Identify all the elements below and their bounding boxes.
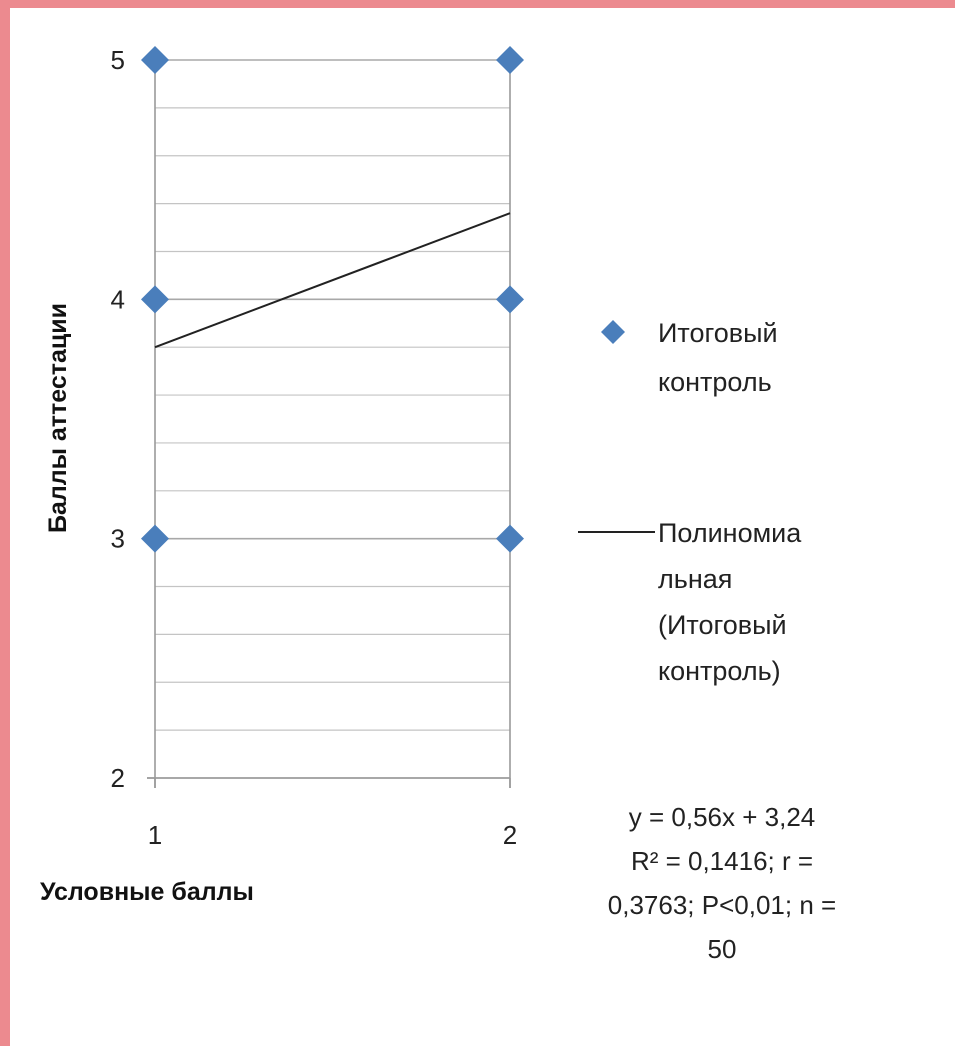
- x-axis-title: Условные баллы: [40, 878, 254, 906]
- data-point: [141, 285, 169, 314]
- y-tick-label: 4: [111, 284, 125, 314]
- data-point: [141, 524, 169, 553]
- regression-annotation-line: 0,3763; P<0,01; n =: [608, 890, 836, 920]
- data-point: [496, 46, 524, 74]
- trendline: [154, 212, 511, 349]
- legend-label-line: льная: [658, 564, 732, 594]
- data-point: [141, 46, 169, 74]
- regression-annotation-line: 50: [708, 934, 737, 964]
- regression-annotation-line: y = 0,56x + 3,24: [629, 802, 815, 832]
- frame-border-left: [0, 0, 10, 1046]
- legend-label-line: Итоговый: [658, 318, 778, 348]
- data-point: [496, 524, 524, 553]
- y-tick-label: 5: [111, 45, 125, 75]
- y-tick-label: 2: [111, 763, 125, 793]
- legend-label-line: (Итоговый: [658, 610, 787, 640]
- legend-label-line: контроль: [658, 367, 772, 397]
- legend-label-line: контроль): [658, 656, 781, 686]
- x-tick-label: 2: [503, 820, 517, 850]
- x-tick-label: 1: [148, 820, 162, 850]
- legend-label-line: Полиномиа: [658, 518, 802, 548]
- regression-annotation-line: R² = 0,1416; r =: [631, 846, 813, 876]
- y-tick-label: 3: [111, 524, 125, 554]
- y-axis-title: Баллы аттестации: [44, 303, 72, 533]
- legend-marker-diamond: [601, 320, 625, 344]
- frame-border-top: [0, 0, 955, 8]
- data-point: [496, 285, 524, 314]
